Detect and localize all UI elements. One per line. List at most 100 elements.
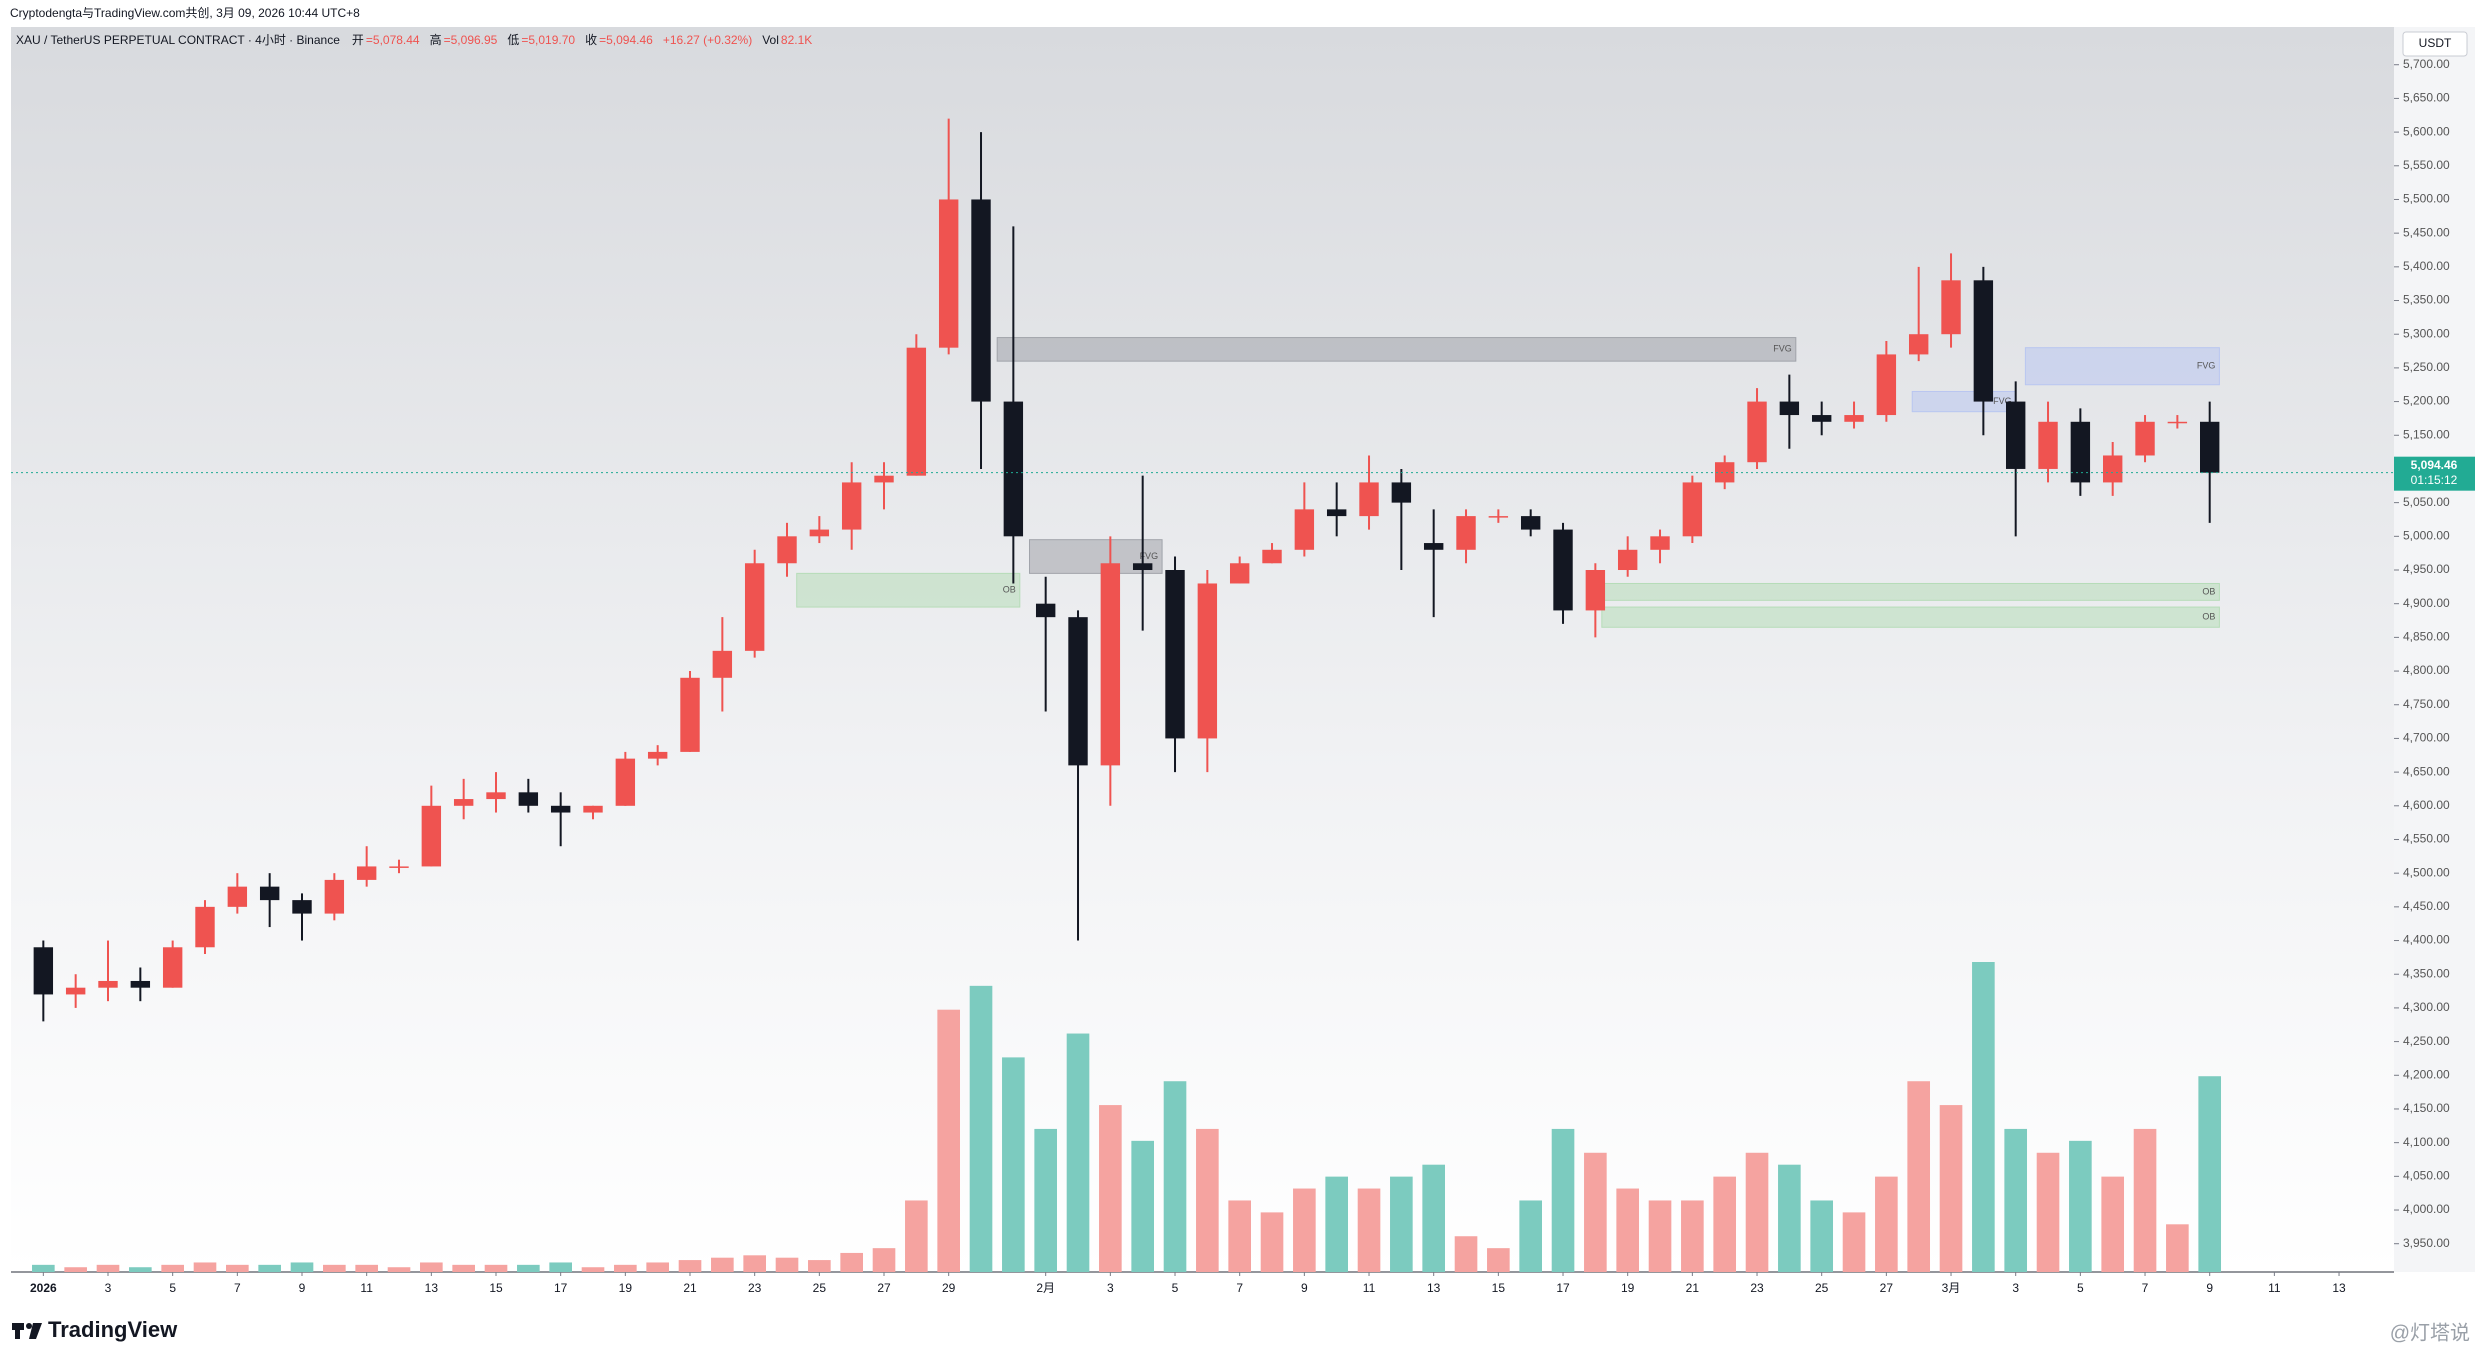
volume-bar: [64, 1267, 87, 1272]
last-price-badge: [2394, 456, 2475, 491]
candle-body: [777, 536, 797, 564]
volume-bar: [840, 1252, 863, 1272]
candle-body: [421, 805, 442, 867]
volume-bar: [1487, 1248, 1510, 1272]
candle-body: [874, 475, 894, 483]
legend-text: +16.27 (+0.32%): [663, 33, 752, 47]
volume-bar: [1228, 1200, 1252, 1272]
x-tick-label: 27: [877, 1281, 891, 1295]
candle-body: [680, 677, 700, 752]
volume-bar: [1422, 1164, 1446, 1272]
volume-bar: [1357, 1188, 1381, 1272]
volume-bar: [2166, 1224, 2189, 1272]
candle-body: [1262, 549, 1282, 564]
volume-bar: [1778, 1164, 1801, 1272]
volume-bar: [1131, 1140, 1154, 1272]
y-tick-label: 5,150.00: [2403, 427, 2450, 441]
x-tick-label: 7: [2142, 1281, 2149, 1295]
volume-bar: [1519, 1200, 1543, 1272]
candle-body: [938, 199, 959, 348]
candle-body: [1359, 482, 1379, 517]
candle-body: [453, 799, 474, 806]
logo-shape: [15, 1323, 20, 1339]
x-tick-label: 3月: [1942, 1281, 1961, 1295]
zone: [996, 337, 1797, 362]
x-tick-label: 17: [1556, 1281, 1570, 1295]
volume-bar: [1907, 1081, 1931, 1272]
candle-body: [65, 987, 86, 995]
candle-body: [1456, 516, 1476, 550]
volume-bar: [646, 1262, 669, 1272]
legend-text: 开: [352, 33, 364, 47]
candle-body: [1294, 509, 1315, 550]
zone: [1601, 606, 2220, 628]
y-tick-label: 4,950.00: [2403, 562, 2450, 576]
currency: USDT: [2419, 36, 2452, 50]
x-tick-label: 3: [105, 1281, 112, 1295]
x-tick-label: 21: [1686, 1281, 1700, 1295]
y-tick-label: 5,600.00: [2403, 124, 2450, 138]
volume-bar: [517, 1264, 540, 1272]
x-tick-label: 23: [748, 1281, 762, 1295]
candle-body: [647, 751, 668, 759]
volume-bar: [743, 1255, 766, 1272]
legend-text: =5,094.46: [599, 33, 653, 47]
candle-body: [227, 886, 248, 907]
zone: [2024, 347, 2220, 386]
zone-label: FVG: [1993, 396, 2012, 406]
y-tick-label: 4,850.00: [2403, 630, 2450, 644]
zone-label: FVG: [1140, 551, 1159, 561]
x-tick-label: 25: [1815, 1281, 1829, 1295]
volume-bar: [2101, 1176, 2125, 1272]
y-tick-label: 4,050.00: [2403, 1169, 2450, 1183]
candle-body: [744, 563, 765, 651]
x-tick-label: 27: [1880, 1281, 1894, 1295]
y-tick-label: 4,550.00: [2403, 832, 2450, 846]
candle-body: [2038, 421, 2058, 469]
volume-bar: [969, 985, 993, 1272]
y-tick-label: 5,250.00: [2403, 360, 2450, 374]
volume-bar: [711, 1257, 734, 1272]
volume-bar: [1002, 1057, 1025, 1272]
candle-body: [356, 866, 377, 880]
candle-body: [292, 900, 312, 914]
x-tick-label: 29: [942, 1281, 956, 1295]
candle-body: [550, 805, 571, 813]
volume-bar: [1745, 1152, 1769, 1272]
candle-body: [1747, 401, 1767, 463]
x-tick-label: 21: [683, 1281, 697, 1295]
candle-body: [1035, 603, 1056, 618]
legend-text: =5,078.44: [366, 33, 420, 47]
y-tick-label: 5,400.00: [2403, 259, 2450, 273]
volume-bar: [1713, 1176, 1737, 1272]
volume-bar: [1551, 1128, 1575, 1272]
volume-bar: [2004, 1128, 2028, 1272]
zone-label: FVG: [2197, 361, 2216, 371]
volume-bar: [452, 1264, 475, 1272]
y-tick-label: 3,950.00: [2403, 1236, 2450, 1250]
y-tick-label: 5,350.00: [2403, 293, 2450, 307]
brand-logo: [12, 1323, 42, 1339]
x-tick-label: 5: [1172, 1281, 1179, 1295]
x-tick-label: 25: [813, 1281, 827, 1295]
volume-bar: [193, 1262, 217, 1272]
candle-body: [1714, 462, 1735, 483]
legend-text: 82.1K: [781, 33, 812, 47]
candle-body: [1229, 563, 1250, 584]
volume-bar: [614, 1264, 637, 1272]
volume-bar: [1196, 1128, 1219, 1272]
candle-body: [1585, 570, 1606, 611]
x-tick-label: 11: [1363, 1281, 1376, 1295]
candle-body: [1003, 401, 1024, 537]
candle-body: [2199, 421, 2220, 473]
volume-bar: [1293, 1188, 1316, 1272]
y-tick-label: 4,750.00: [2403, 697, 2450, 711]
y-tick-label: 4,900.00: [2403, 596, 2450, 610]
candle-body: [2102, 455, 2123, 483]
y-tick-label: 4,200.00: [2403, 1067, 2450, 1081]
volume-bar: [905, 1200, 928, 1272]
x-tick-label: 19: [619, 1281, 633, 1295]
x-tick-label: 3: [1107, 1281, 1114, 1295]
